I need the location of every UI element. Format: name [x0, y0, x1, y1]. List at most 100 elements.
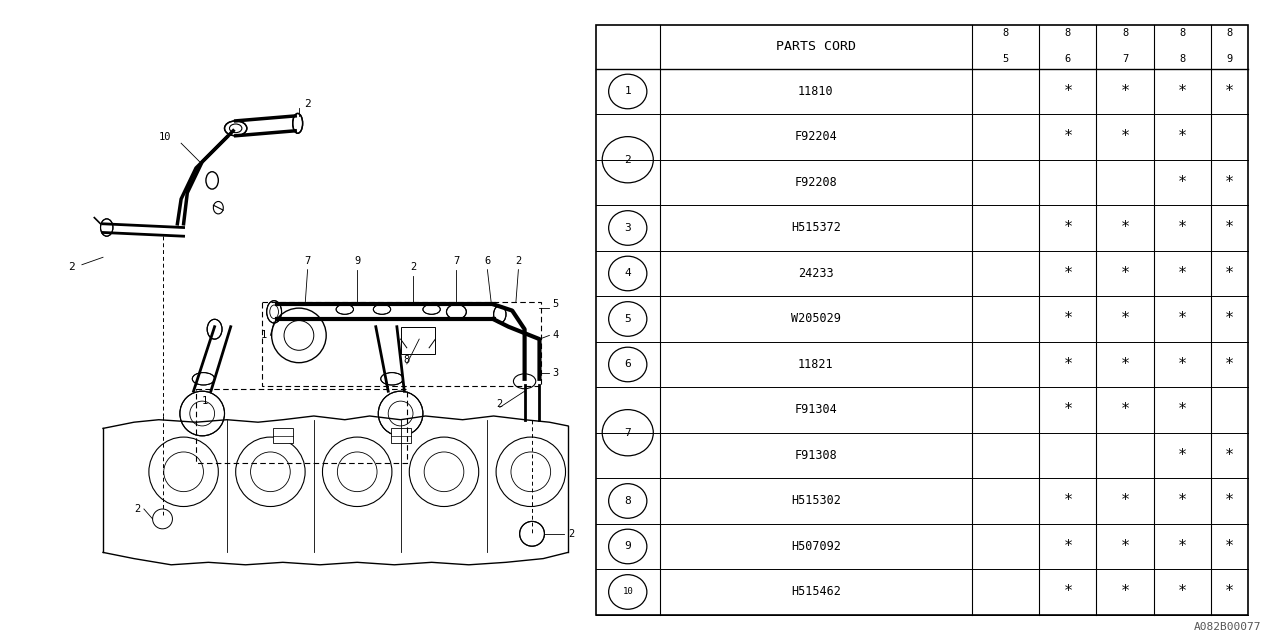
Text: *: *: [1225, 539, 1234, 554]
Text: *: *: [1178, 584, 1187, 600]
Text: *: *: [1064, 539, 1073, 554]
Text: 7: 7: [625, 428, 631, 438]
Text: 2: 2: [497, 399, 503, 408]
Text: *: *: [1225, 175, 1234, 190]
Text: 2: 2: [305, 99, 311, 109]
Text: *: *: [1120, 493, 1130, 508]
Text: *: *: [1178, 403, 1187, 417]
Text: 8: 8: [1065, 28, 1071, 38]
Text: *: *: [1120, 403, 1130, 417]
Text: 6: 6: [625, 360, 631, 369]
Text: *: *: [1120, 266, 1130, 281]
Circle shape: [520, 522, 544, 546]
Text: 3: 3: [625, 223, 631, 233]
Text: 3: 3: [553, 367, 559, 378]
Text: *: *: [1120, 84, 1130, 99]
Text: 4: 4: [625, 268, 631, 278]
Text: 5: 5: [625, 314, 631, 324]
Text: 2: 2: [410, 262, 416, 272]
Text: PARTS CORD: PARTS CORD: [776, 40, 856, 53]
Text: 2: 2: [69, 262, 76, 272]
Text: 7: 7: [453, 256, 460, 266]
Text: *: *: [1064, 266, 1073, 281]
Text: 9: 9: [355, 256, 361, 266]
Text: *: *: [1178, 129, 1187, 145]
Text: 1: 1: [261, 330, 268, 340]
Ellipse shape: [380, 372, 403, 385]
Text: H515462: H515462: [791, 586, 841, 598]
Circle shape: [180, 391, 224, 436]
Ellipse shape: [422, 305, 440, 314]
Text: 8: 8: [1121, 28, 1128, 38]
Text: *: *: [1178, 312, 1187, 326]
Text: 2: 2: [625, 155, 631, 164]
Text: *: *: [1178, 266, 1187, 281]
Text: 4: 4: [553, 330, 559, 340]
Text: *: *: [1064, 84, 1073, 99]
Text: *: *: [1178, 448, 1187, 463]
Text: *: *: [1120, 221, 1130, 236]
Ellipse shape: [494, 306, 506, 323]
Text: 7: 7: [305, 256, 311, 266]
Text: 9: 9: [625, 541, 631, 552]
Text: 10: 10: [159, 132, 172, 142]
Ellipse shape: [207, 319, 221, 339]
Text: 7: 7: [1121, 54, 1128, 64]
Text: W205029: W205029: [791, 312, 841, 326]
Text: 24233: 24233: [799, 267, 833, 280]
Text: *: *: [1225, 312, 1234, 326]
Text: *: *: [1225, 221, 1234, 236]
Text: *: *: [1120, 539, 1130, 554]
Text: H515302: H515302: [791, 495, 841, 508]
Text: *: *: [1120, 357, 1130, 372]
Text: 11821: 11821: [799, 358, 833, 371]
Text: *: *: [1120, 584, 1130, 600]
Text: 10: 10: [622, 588, 634, 596]
Ellipse shape: [192, 372, 215, 385]
Text: *: *: [1064, 493, 1073, 508]
Ellipse shape: [374, 305, 390, 314]
Text: *: *: [1120, 129, 1130, 145]
Text: 5: 5: [553, 300, 559, 309]
Text: *: *: [1225, 266, 1234, 281]
Text: F91304: F91304: [795, 403, 837, 417]
Text: 2: 2: [568, 529, 575, 539]
Text: *: *: [1064, 403, 1073, 417]
Text: *: *: [1064, 584, 1073, 600]
Text: *: *: [1064, 221, 1073, 236]
Text: *: *: [1178, 357, 1187, 372]
Text: 1: 1: [202, 396, 209, 406]
Text: F92208: F92208: [795, 176, 837, 189]
Text: 2: 2: [134, 504, 141, 514]
Text: *: *: [1225, 84, 1234, 99]
Text: 8: 8: [1179, 54, 1185, 64]
Text: *: *: [1064, 357, 1073, 372]
Text: *: *: [1064, 312, 1073, 326]
Text: 1: 1: [625, 86, 631, 97]
Ellipse shape: [337, 305, 353, 314]
Ellipse shape: [447, 305, 466, 319]
Text: *: *: [1178, 84, 1187, 99]
Ellipse shape: [266, 301, 282, 323]
Ellipse shape: [293, 113, 302, 133]
Text: *: *: [1225, 584, 1234, 600]
Ellipse shape: [224, 121, 247, 136]
Text: 9: 9: [1226, 54, 1233, 64]
Text: 6: 6: [1065, 54, 1071, 64]
Text: 8: 8: [1179, 28, 1185, 38]
Text: *: *: [1225, 448, 1234, 463]
Text: *: *: [1178, 493, 1187, 508]
Text: 2: 2: [516, 256, 521, 266]
Text: 8: 8: [1226, 28, 1233, 38]
Text: A082B00077: A082B00077: [1193, 622, 1261, 632]
Text: *: *: [1064, 129, 1073, 145]
Text: 11810: 11810: [799, 85, 833, 98]
Text: 8: 8: [403, 355, 410, 365]
Circle shape: [379, 391, 422, 436]
Ellipse shape: [101, 219, 113, 236]
Text: *: *: [1120, 312, 1130, 326]
Text: H507092: H507092: [791, 540, 841, 553]
Text: *: *: [1178, 221, 1187, 236]
Text: H515372: H515372: [791, 221, 841, 234]
Text: *: *: [1225, 493, 1234, 508]
